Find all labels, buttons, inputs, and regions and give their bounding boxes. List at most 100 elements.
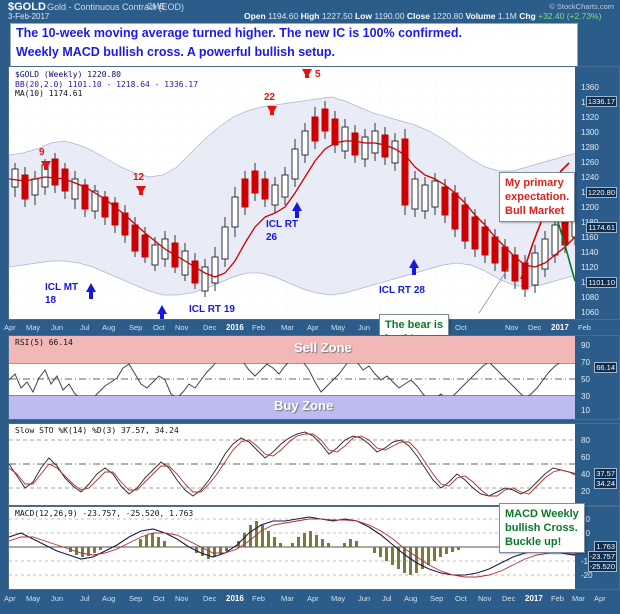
- price-legend-bb: BB(20,2.0) 1101.10 - 1218.64 - 1336.17: [15, 79, 199, 89]
- callout-bear-line-1: The bear is: [385, 319, 444, 331]
- bx-2016: 2016: [226, 594, 244, 603]
- bx-feb-1: Feb: [252, 594, 265, 603]
- ticker-symbol: $GOLD: [8, 1, 46, 13]
- up-arrow-icon-icl-mt-18: [86, 283, 96, 299]
- change-value: +32.40 (+2.73%): [538, 11, 602, 21]
- bx-aug-2: Aug: [404, 594, 418, 603]
- rsi-legend: RSI(5) 66.14: [15, 338, 73, 347]
- price-marker-close: 1220.80: [585, 187, 617, 198]
- macd-plot-area[interactable]: MACD(12,26,9) -23.757, -25.520, 1.763: [9, 507, 619, 589]
- macd-tick-m20: -20: [581, 571, 593, 580]
- price-legend-symbol: $GOLD (Weekly) 1220.80: [15, 70, 121, 79]
- price-mark-12: 12: [133, 172, 145, 183]
- callout-bull-line-2: expectation.: [505, 191, 570, 203]
- bx-apr-2: Apr: [307, 594, 319, 603]
- macd-marker-signal: -25.520: [587, 561, 617, 572]
- price-tick-1080: 1080: [581, 293, 599, 302]
- bx-jul-1: Jul: [80, 594, 90, 603]
- callout-bull-market: My primary expectation. Bull Market: [499, 172, 576, 222]
- low-value: 1190.00: [374, 11, 405, 21]
- instrument-name: Gold - Continuous Contract (EOD): [47, 2, 185, 12]
- stoch-tick-60: 60: [581, 453, 590, 462]
- callout-macd-line-1: MACD Weekly: [505, 508, 579, 520]
- bx-apr-1: Apr: [4, 594, 16, 603]
- down-arrow-icon-12: [136, 186, 146, 195]
- price-plot-area[interactable]: $GOLD (Weekly) 1220.80 BB(20,2.0) 1101.1…: [9, 67, 619, 319]
- xtick-sep-1: Sep: [129, 323, 143, 332]
- xtick-feb-1: Feb: [252, 323, 265, 332]
- rsi-y-axis: 90 70 50 30 10 66.14: [575, 336, 619, 419]
- exchange-label: CME: [147, 2, 165, 11]
- rsi-plot-area[interactable]: RSI(5) 66.14 Sell Zone Buy Zone: [9, 336, 619, 419]
- price-mark-icl-rt-26-label: ICL RT: [266, 219, 299, 230]
- callout-bull-line-3: Bull Market: [505, 205, 565, 217]
- macd-tick-20: 20: [581, 515, 590, 524]
- bx-may-1: May: [26, 594, 41, 603]
- bx-nov-1: Nov: [175, 594, 189, 603]
- callout-macd-line-2: bullish Cross.: [505, 522, 578, 534]
- close-label: Close: [406, 11, 430, 21]
- up-arrow-icon-icl-rt-28: [409, 259, 419, 275]
- close-value: 1220.80: [432, 11, 464, 21]
- bx-oct-2: Oct: [455, 594, 467, 603]
- rsi-tick-90: 90: [581, 341, 590, 350]
- chart-header: $GOLD Gold - Continuous Contract (EOD) C…: [0, 0, 620, 22]
- stoch-marker-d: 34.24: [594, 478, 617, 489]
- callout-macd-line-3: Buckle up!: [505, 536, 562, 548]
- xtick-jun-2: Jun: [358, 323, 371, 332]
- stochastic-y-axis: 80 60 40 20 37.57 34.24: [575, 424, 619, 505]
- macd-tick-10: 10: [581, 529, 590, 538]
- bx-jun-1: Jun: [51, 594, 64, 603]
- xtick-nov-1: Nov: [175, 323, 189, 332]
- volume-label: Volume: [465, 11, 496, 21]
- xtick-feb-2: Feb: [578, 323, 591, 332]
- high-label: High: [300, 11, 320, 21]
- price-mark-22: 22: [264, 92, 276, 103]
- xtick-2016: 2016: [226, 323, 244, 332]
- bx-oct-1: Oct: [153, 594, 165, 603]
- bx-dec-2: Dec: [502, 594, 516, 603]
- up-arrow-icon-icl-rt-19: [157, 305, 167, 319]
- bx-2017: 2017: [525, 594, 543, 603]
- bx-sep-1: Sep: [129, 594, 143, 603]
- stochastic-panel[interactable]: Slow STO %K(14) %D(3) 37.57, 34.24 80 60…: [8, 423, 620, 506]
- rsi-buy-zone: [9, 396, 619, 419]
- price-tick-1160: 1160: [581, 233, 599, 242]
- xtick-oct-1: Oct: [153, 323, 165, 332]
- stoch-tick-20: 20: [581, 487, 590, 496]
- stochastic-plot-area[interactable]: Slow STO %K(14) %D(3) 37.57, 34.24: [9, 424, 619, 505]
- price-tick-1200: 1200: [581, 203, 599, 212]
- down-arrow-icon-9: [41, 161, 51, 170]
- price-marker-bb-lower: 1101.10: [586, 277, 617, 288]
- stoch-tick-80: 80: [581, 436, 590, 445]
- stochastic-chart-svg: [9, 431, 578, 497]
- bx-nov-2: Nov: [478, 594, 492, 603]
- xtick-apr-1: Apr: [4, 323, 16, 332]
- change-label: Chg: [519, 11, 536, 21]
- price-tick-1320: 1320: [581, 113, 599, 122]
- rsi-buy-zone-label: Buy Zone: [274, 398, 334, 413]
- price-tick-1120: 1120: [581, 263, 599, 272]
- stochastic-legend: Slow STO %K(14) %D(3) 37.57, 34.24: [15, 426, 179, 435]
- price-marker-ma: 1174.61: [586, 222, 617, 233]
- bx-may-2: May: [331, 594, 346, 603]
- volume-value: 1.1M: [497, 11, 517, 21]
- up-arrow-icon-icl-rt-26: [292, 202, 302, 218]
- price-mark-9: 9: [39, 147, 45, 158]
- price-y-axis: 1360 1340 1320 1300 1280 1260 1240 1220 …: [575, 67, 619, 319]
- price-tick-1360: 1360: [581, 83, 599, 92]
- quote-date: 3-Feb-2017: [8, 12, 50, 21]
- macd-tick-m10: -10: [577, 557, 617, 566]
- bottom-x-axis: Apr May Jun Jul Aug Sep Oct Nov Dec 2016…: [0, 591, 620, 606]
- price-tick-1140: 1140: [581, 248, 599, 257]
- xtick-may-1: May: [26, 323, 41, 332]
- macd-legend: MACD(12,26,9) -23.757, -25.520, 1.763: [15, 509, 194, 518]
- xtick-nov-2: Nov: [505, 323, 519, 332]
- rsi-tick-30: 30: [581, 392, 590, 401]
- rsi-panel[interactable]: RSI(5) 66.14 Sell Zone Buy Zone 90 70 50…: [8, 335, 620, 420]
- headline-annotation: The 10-week moving average turned higher…: [10, 23, 578, 67]
- xtick-apr-2: Apr: [307, 323, 319, 332]
- xtick-jun-1: Jun: [51, 323, 64, 332]
- rsi-sell-zone: [9, 336, 619, 363]
